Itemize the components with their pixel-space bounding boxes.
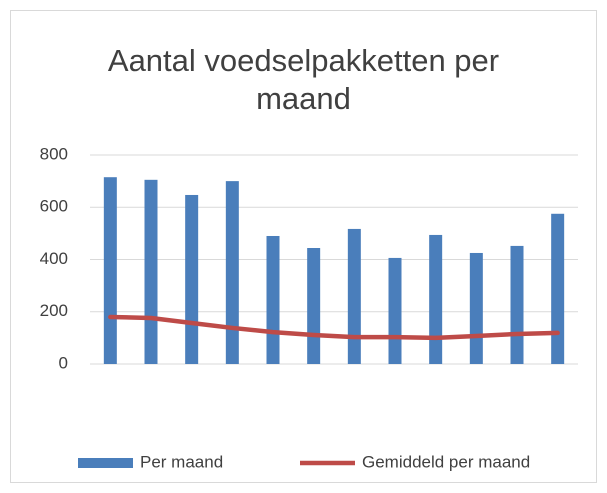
bar — [103, 177, 117, 364]
bar — [510, 245, 524, 364]
bar — [144, 179, 158, 364]
y-tick-label: 400 — [40, 249, 68, 268]
bar — [347, 228, 361, 364]
bar — [266, 235, 280, 364]
bar — [551, 213, 565, 364]
bar — [225, 181, 239, 364]
bar — [388, 257, 402, 364]
y-tick-label: 600 — [40, 197, 68, 216]
legend-swatch — [78, 458, 133, 468]
bar — [307, 248, 321, 364]
y-tick-label: 0 — [59, 353, 68, 372]
line — [108, 314, 560, 341]
y-tick-label: 200 — [40, 301, 68, 320]
bar — [185, 194, 199, 364]
bar — [429, 234, 443, 364]
legend-label: Gemiddeld per maand — [362, 452, 530, 471]
chart-title: Aantal voedselpakketten per maand — [107, 43, 500, 116]
bar — [469, 252, 483, 364]
legend-label: Per maand — [140, 452, 223, 471]
y-tick-label: 800 — [40, 144, 68, 163]
